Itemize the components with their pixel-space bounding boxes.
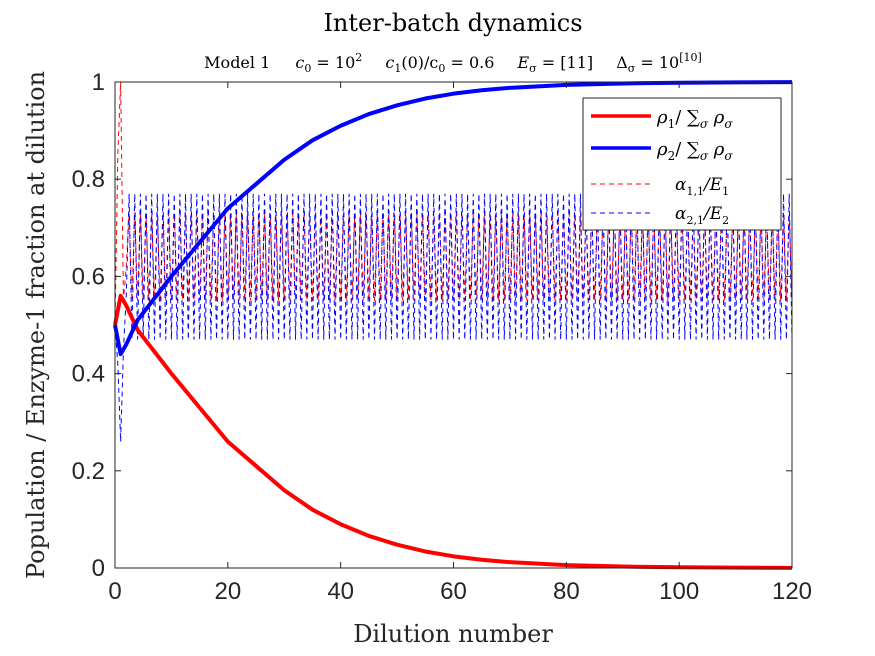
x-axis-label: Dilution number: [353, 620, 553, 648]
subtitle-c0-eq: = 10: [311, 53, 355, 72]
tick-layer: 0 20 40 60 80 100 120 0 0.2 0.4 0.6 0.8 1: [72, 69, 812, 605]
chart-subtitle: Model 1 c0 = 102 c1(0)/c0 = 0.6 Eσ = [11…: [204, 46, 702, 75]
subtitle-model: Model 1: [204, 53, 270, 72]
series-alpha11-line: [114, 81, 793, 326]
subtitle-c1-label: c: [385, 53, 394, 72]
legend-label-rho1: ρ1/ ∑σ ρσ: [656, 107, 733, 131]
series-layer: [113, 80, 793, 570]
x-tick-label: 0: [108, 578, 121, 605]
x-tick-label: 80: [553, 578, 580, 605]
y-tick-label: 1: [92, 69, 105, 96]
legend-label-rho2: ρ2/ ∑σ ρσ: [656, 139, 733, 163]
y-tick-label: 0.4: [72, 361, 105, 388]
subtitle-c1-sub2: 0: [438, 62, 445, 75]
x-tick-label: 120: [772, 578, 812, 605]
series-rho1-line: [113, 293, 793, 570]
x-tick-label: 100: [659, 578, 699, 605]
subtitle-E-eq: = [11]: [537, 53, 593, 72]
y-tick-label: 0.8: [72, 166, 105, 193]
y-tick-label: 0: [92, 555, 105, 582]
subtitle-E-label: E: [516, 53, 529, 72]
subtitle-c0-exp: 2: [355, 51, 362, 64]
subtitle-c1-mid: (0)/c: [401, 53, 438, 72]
x-tick-label: 60: [440, 578, 467, 605]
legend: ρ1/ ∑σ ρσ ρ2/ ∑σ ρσ α1,1/E1 α2,1/E2: [582, 97, 782, 231]
x-tick-label: 20: [214, 578, 241, 605]
subtitle-D-exp: [10]: [679, 51, 702, 64]
series-rho2-line: [113, 80, 793, 357]
y-axis-label: Population / Enzyme-1 fraction at diluti…: [22, 71, 50, 579]
legend-label-alpha11: α1,1/E1: [675, 175, 729, 198]
subtitle-D-sub: σ: [628, 62, 636, 75]
subtitle-E-sub: σ: [529, 62, 537, 75]
subtitle-c1-eq: = 0.6: [445, 53, 494, 72]
subtitle-D-eq: = 10: [635, 53, 679, 72]
chart-title: Inter-batch dynamics: [323, 9, 582, 37]
subtitle-c0-sub: 0: [304, 62, 311, 75]
subtitle-c0-label: c: [295, 53, 304, 72]
subtitle-D-label: Δ: [616, 53, 628, 72]
y-tick-label: 0.6: [72, 263, 105, 290]
legend-label-alpha21: α2,1/E2: [675, 204, 729, 227]
subtitle-c1-sub: 1: [394, 62, 401, 75]
series-alpha21-line: [114, 193, 793, 442]
y-tick-label: 0.2: [72, 458, 105, 485]
x-tick-label: 40: [327, 578, 354, 605]
legend-box: [582, 97, 782, 231]
